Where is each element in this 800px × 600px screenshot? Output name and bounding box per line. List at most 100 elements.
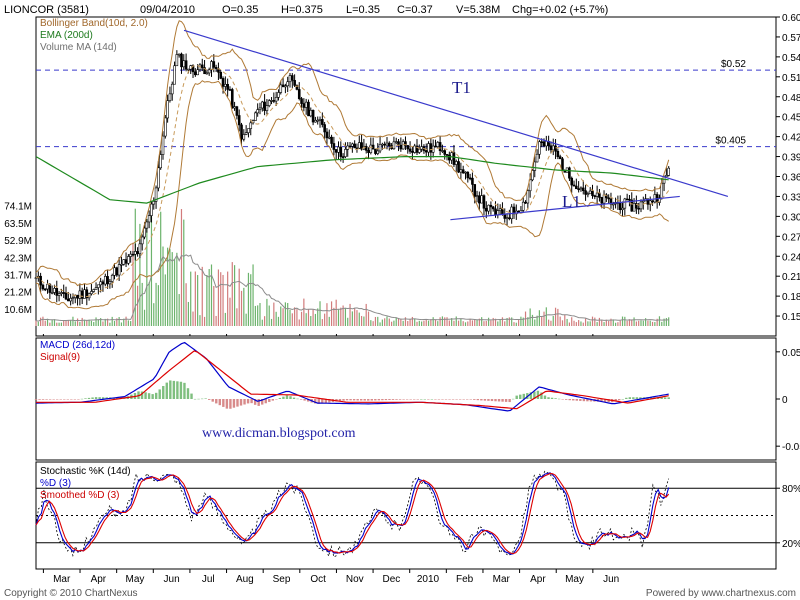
macd-histogram-bar [77,399,80,400]
macd-histogram-bar [101,397,105,399]
volume-bar [531,314,534,326]
macd-histogram-bar [420,399,423,400]
volume-bar [402,320,404,326]
volume-bar [506,318,508,326]
macd-histogram-bar [87,397,91,399]
candle-body [424,150,428,153]
volume-bar [93,322,95,326]
price-tick-label: 0.27 [782,232,800,243]
macd-histogram-bar [458,399,462,400]
x-month-label: Mar [53,574,71,585]
candle-body [441,150,444,152]
volume-bar [324,313,326,326]
volume-bar [317,308,319,326]
volume-bar [384,318,386,326]
macd-histogram-bar [169,380,172,399]
macd-histogram-bar [342,399,345,401]
macd-histogram-bar [579,399,582,401]
macd-histogram-bar [246,399,250,404]
volume-bar [277,316,280,326]
volume-bar [580,321,582,326]
x-month-label: Feb [456,574,474,585]
candle-body [632,203,636,212]
macd-histogram-bar [296,398,299,400]
candle-body [184,60,188,70]
volume-bar [60,322,63,326]
candle-body [498,208,502,211]
candle-body [374,148,377,154]
candle-body [286,81,289,87]
volume-bar [134,208,136,326]
candle-body [170,83,174,95]
candle-body [43,288,47,291]
macd-histogram-bar [232,399,236,408]
price-tick-label: 0.30 [782,212,800,223]
candle-body [491,206,495,210]
volume-bar [37,321,39,326]
volume-bar [294,307,296,326]
macd-histogram-bar [250,399,253,404]
ema-200-line [35,156,669,204]
macd-histogram-bar [423,399,427,400]
macd-histogram-bar [381,399,384,401]
macd-histogram-bar [405,399,409,400]
candle-body [318,119,322,121]
x-month-label: Jul [202,574,215,585]
candle-body [122,259,126,265]
candle-body [641,200,645,203]
candle-body [639,201,643,210]
volume-bar [95,317,97,326]
macd-histogram-bar [154,392,158,399]
volume-bar [543,311,545,326]
candle-body [658,197,661,203]
volume-bar [594,317,596,326]
candle-body [459,169,463,173]
candle-body [321,119,324,125]
candle-body [191,65,195,73]
macd-histogram-bar [190,393,193,399]
macd-histogram-bar [34,399,38,400]
volume-bar [275,311,277,326]
price-tick-label: 0.54 [782,53,800,64]
macd-histogram-bar [84,398,87,399]
volume-bar [187,301,190,326]
candle-body [667,167,671,176]
volume-bar [49,322,51,326]
candle-body [454,161,458,165]
volume-bar [97,319,99,326]
volume-bar [180,209,183,326]
volume-bar [319,301,321,326]
volume-bar [427,320,430,326]
candle-body [327,136,331,139]
volume-bar [603,322,605,326]
macd-histogram-bar [41,399,45,400]
macd-histogram-bar [568,399,571,401]
macd-histogram-bar [614,399,617,402]
macd-histogram-bar [416,399,419,400]
macd-histogram-bar [490,399,494,402]
volume-bar [280,306,282,326]
volume-bar [287,302,289,326]
candle-body [62,292,66,294]
volume-bar [190,271,192,326]
macd-histogram-bar [519,394,522,399]
candle-body [94,287,98,290]
candle-body [295,85,299,90]
volume-bar [337,309,340,326]
volume-bar [654,322,656,326]
volume-bar [100,318,102,326]
stoch-tick-label: 80% [782,484,800,495]
macd-histogram-bar [494,399,497,402]
candle-body [591,190,594,196]
volume-bar [490,320,492,326]
volume-bar [404,317,407,326]
volume-bar [141,282,143,326]
candle-body [143,227,146,238]
candle-body [164,117,167,137]
candle-body [212,61,216,68]
volume-bar [155,282,157,326]
volume-bar [455,316,457,326]
macd-histogram-bar [628,397,632,399]
candle-body [304,101,308,108]
macd-histogram-bar [204,398,207,399]
